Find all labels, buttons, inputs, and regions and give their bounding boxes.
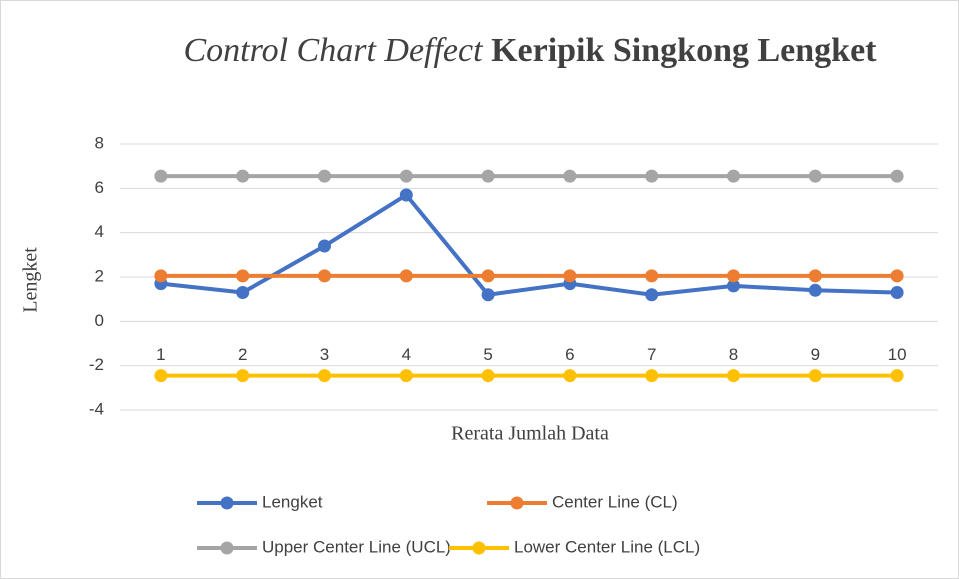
data-point <box>808 169 822 183</box>
data-point <box>890 169 904 183</box>
x-tick-label: 9 <box>811 345 820 364</box>
data-point <box>808 369 822 383</box>
y-tick-label: 2 <box>95 266 104 285</box>
data-point <box>318 239 331 253</box>
data-point <box>563 169 577 183</box>
data-point <box>399 169 413 183</box>
title-italic: Control Chart Deffect <box>183 32 483 69</box>
data-point <box>890 286 904 300</box>
x-tick-label: 5 <box>483 345 492 364</box>
data-point <box>727 169 740 183</box>
y-tick-label: 0 <box>95 311 104 330</box>
data-point <box>236 269 250 283</box>
data-point <box>563 269 577 283</box>
series-line <box>160 192 898 297</box>
x-tick-label: 7 <box>647 345 656 364</box>
data-point <box>318 169 331 183</box>
chart-title: Control Chart Deffect Keripik Singkong L… <box>150 30 910 72</box>
data-point <box>727 369 740 383</box>
data-point <box>645 369 659 383</box>
data-point <box>645 269 659 283</box>
data-point <box>645 169 659 183</box>
legend-marker <box>220 541 234 555</box>
x-tick-label: 1 <box>156 345 165 364</box>
data-point <box>481 269 495 283</box>
y-tick-label: 4 <box>95 222 104 241</box>
data-point <box>481 288 495 302</box>
legend-marker <box>510 496 524 510</box>
y-tick-label: -4 <box>89 399 104 418</box>
data-point <box>154 269 168 283</box>
x-tick-label: 3 <box>320 345 329 364</box>
data-point <box>808 283 822 297</box>
data-point <box>399 269 413 283</box>
legend-label: Lower Center Line (LCL) <box>514 537 700 556</box>
data-point <box>890 269 904 283</box>
data-point <box>236 369 250 383</box>
data-point <box>808 269 822 283</box>
legend-label: Upper Center Line (UCL) <box>262 537 451 556</box>
data-point <box>154 369 168 383</box>
legend-marker <box>472 541 486 555</box>
y-tick-label: 8 <box>95 133 104 152</box>
y-tick-label: -2 <box>89 355 104 374</box>
x-tick-label: 6 <box>565 345 574 364</box>
title-bold: Keripik Singkong Lengket <box>491 32 877 69</box>
data-point <box>727 279 740 293</box>
data-point <box>645 288 659 302</box>
data-point <box>890 369 904 383</box>
x-axis-title: Rerata Jumlah Data <box>451 423 609 445</box>
x-tick-label: 2 <box>238 345 247 364</box>
data-point <box>154 169 168 183</box>
data-point <box>563 369 577 383</box>
x-tick-label: 8 <box>729 345 738 364</box>
legend-label: Center Line (CL) <box>552 492 678 511</box>
y-tick-label: 6 <box>95 178 104 197</box>
data-point <box>399 188 413 202</box>
data-point <box>727 269 740 283</box>
data-point <box>318 269 331 283</box>
data-point <box>481 169 495 183</box>
data-point <box>399 369 413 383</box>
x-tick-label: 10 <box>888 345 907 364</box>
legend-marker <box>220 496 234 510</box>
data-point <box>481 369 495 383</box>
x-tick-label: 4 <box>402 345 411 364</box>
y-axis-title: Lengket <box>20 247 42 313</box>
data-point <box>318 369 331 383</box>
legend-label: Lengket <box>262 492 323 511</box>
data-point <box>236 169 250 183</box>
data-point <box>236 286 250 300</box>
